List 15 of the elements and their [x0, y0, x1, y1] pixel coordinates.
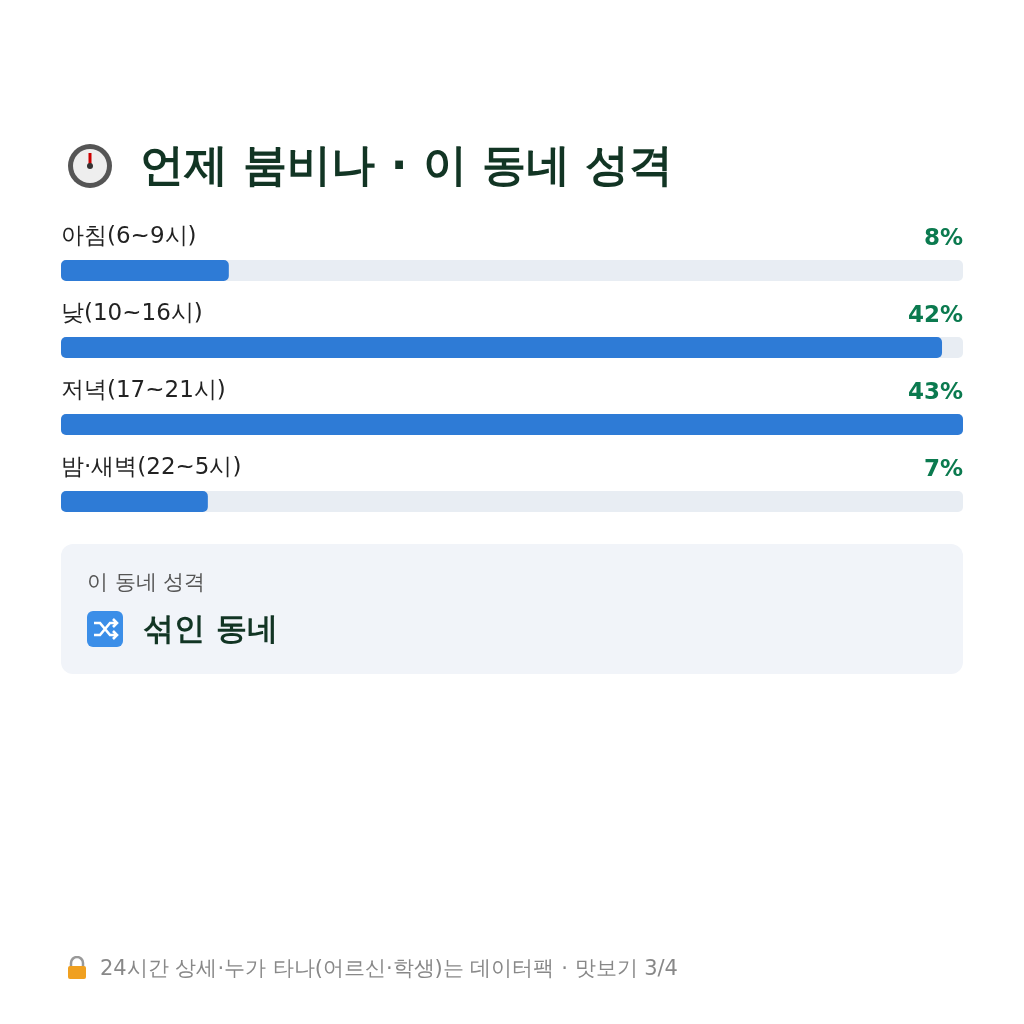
bar	[61, 337, 943, 358]
text: 24시간 상세·누가 타나(어르신·학생)는 데이터팩 · 맛보기 3/4	[100, 955, 678, 982]
y-tick-label: 밤·새벽(22~5시)	[61, 453, 242, 479]
bar	[61, 491, 208, 512]
text: 이 동네 성격	[87, 569, 206, 596]
data-label: 7%	[923, 455, 964, 481]
y-tick-label: 아침(6~9시)	[61, 222, 197, 248]
y-tick-label: 저녁(17~21시)	[61, 376, 226, 402]
data-label: 8%	[923, 224, 964, 250]
y-tick-label: 낮(10~16시)	[61, 299, 203, 325]
bar	[61, 260, 229, 281]
chart-title: 언제 붐비나 · 이 동네 성격	[140, 138, 674, 192]
data-label: 42%	[907, 301, 964, 327]
text: 섞인 동네	[143, 609, 278, 648]
data-label: 43%	[907, 378, 964, 404]
